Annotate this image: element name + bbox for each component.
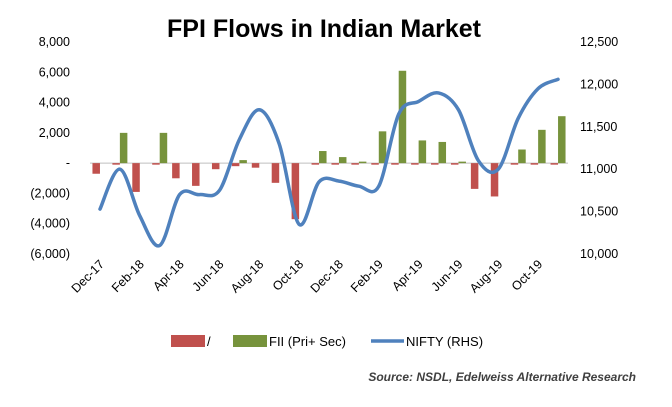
outflow-bar [92,163,100,174]
y-left-tick-label: (2,000) [30,186,70,200]
fii-bar [119,132,128,164]
nifty-line [98,77,560,248]
legend-label-fii: FII (Pri+ Sec) [269,334,346,349]
outflow-bar [510,163,519,165]
fii-bar [239,160,247,164]
x-tick-label: Oct-18 [270,257,306,293]
fii-bar [438,141,447,164]
x-tick-label: Apr-18 [150,257,186,293]
x-tick-label: Aug-19 [467,257,505,295]
fii-bar [418,140,427,164]
y-right-tick-label: 11,500 [580,120,617,134]
x-tick-label: Apr-19 [389,257,425,293]
fii-bar [458,161,466,164]
legend-label-outflow: / [207,334,211,349]
x-axis: Dec-17 Feb-18 Apr-18 Jun-18 Aug-18 Oct-18 Dec-… [69,257,546,295]
fii-bar [159,132,168,164]
outflow-bar [371,163,379,165]
y-right-tick-label: 11,000 [580,162,617,176]
y-right-tick-label: 10,500 [580,205,618,219]
outflow-bar [251,163,260,168]
fii-bar [538,129,546,164]
y-left-tick-label: 2,000 [39,126,70,140]
legend-label-nifty: NIFTY (RHS) [406,334,483,349]
outflow-bar [431,163,439,165]
outflow-bar [550,163,559,165]
fii-bar [378,131,387,164]
outflow-bar [132,163,140,192]
outflow-bar [351,163,359,165]
bar-series [92,70,566,220]
outflow-bar [311,163,320,165]
x-tick-label: Jun-18 [190,257,227,294]
y-right-tick-label: 12,000 [580,77,618,91]
y-left-tick-label: 4,000 [39,96,70,110]
outflow-bar [450,163,459,165]
x-tick-label: Dec-17 [69,257,107,295]
outflow-bar [271,163,280,183]
legend-swatch-outflow [171,335,205,347]
fii-bar [319,151,327,164]
y-left-tick-label: (6,000) [30,247,70,261]
x-tick-label: Dec-18 [308,257,346,295]
legend: / FII (Pri+ Sec) NIFTY (RHS) [171,334,483,349]
outflow-bar [391,163,399,165]
outflow-bar [470,163,479,189]
y-left-tick-label: 6,000 [39,65,70,79]
outflow-bar [490,163,499,197]
right-axis: 10,000 10,500 11,000 11,500 12,000 12,500 [580,35,618,261]
y-left-tick-label: (4,000) [30,217,70,231]
outflow-bar [530,163,539,165]
outflow-bar [411,163,419,165]
outflow-bar [192,163,200,186]
source-note: Source: NSDL, Edelweiss Alternative Rese… [368,370,636,384]
outflow-bar [211,163,220,170]
fii-bar [558,116,566,164]
left-axis: (6,000) (4,000) (2,000) - 2,000 4,000 6,000 8,0… [30,35,70,261]
legend-swatch-fii [233,335,267,347]
y-right-tick-label: 12,500 [580,35,618,49]
x-tick-label: Aug-18 [228,257,266,295]
outflow-bar [172,163,180,179]
y-left-tick-label: - [66,156,70,170]
y-right-tick-label: 10,000 [580,247,618,261]
x-tick-label: Jun-19 [429,257,466,294]
outflow-bar [331,163,339,165]
x-tick-label: Feb-18 [109,257,147,295]
outflow-bar [291,163,300,220]
chart-title: FPI Flows in Indian Market [167,15,482,43]
x-tick-label: Feb-19 [348,257,386,295]
fii-bar [358,161,367,164]
outflow-bar [152,163,160,165]
x-tick-label: Oct-19 [509,257,545,293]
fii-bar [398,70,407,164]
fii-bar [338,157,347,164]
y-left-tick-label: 8,000 [39,35,70,49]
outflow-bar [112,163,120,165]
fii-bar [518,149,526,164]
outflow-bar [231,163,240,167]
